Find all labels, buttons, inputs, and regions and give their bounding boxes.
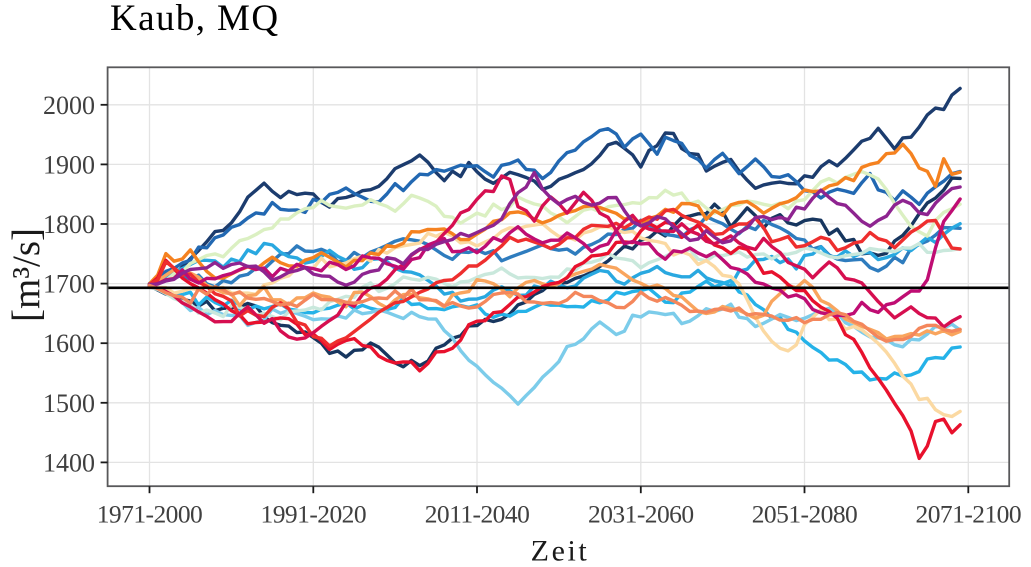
svg-text:Kaub, MQ: Kaub, MQ xyxy=(110,0,279,39)
svg-text:1991-2020: 1991-2020 xyxy=(261,500,367,529)
svg-text:1700: 1700 xyxy=(43,270,95,299)
svg-text:[m³/s]: [m³/s] xyxy=(5,228,48,322)
svg-text:2071-2100: 2071-2100 xyxy=(916,500,1022,529)
svg-text:1400: 1400 xyxy=(43,448,95,477)
svg-text:2000: 2000 xyxy=(43,91,95,120)
svg-text:2011-2040: 2011-2040 xyxy=(425,500,530,529)
svg-text:1800: 1800 xyxy=(43,210,95,239)
svg-text:2031-2060: 2031-2060 xyxy=(588,500,694,529)
svg-text:1600: 1600 xyxy=(43,329,95,358)
svg-text:Zeit: Zeit xyxy=(531,535,590,567)
svg-text:2051-2080: 2051-2080 xyxy=(752,500,858,529)
svg-text:1500: 1500 xyxy=(43,389,95,418)
svg-text:1900: 1900 xyxy=(43,150,95,179)
svg-text:1971-2000: 1971-2000 xyxy=(97,500,203,529)
